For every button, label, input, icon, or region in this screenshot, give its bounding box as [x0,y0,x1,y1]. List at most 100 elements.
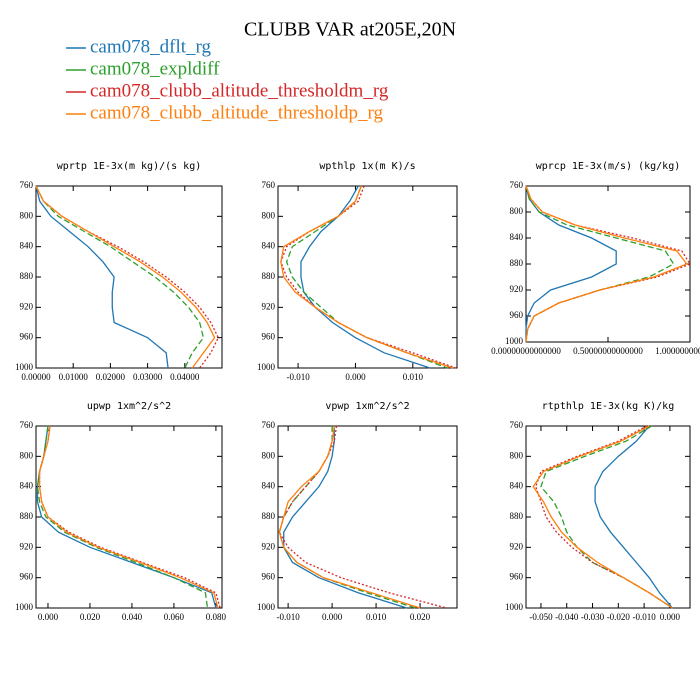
series-line [38,425,221,609]
y-tick-label: 840 [20,481,34,491]
legend-label: cam078_dflt_rg [90,36,212,57]
y-tick-label: 840 [20,241,34,251]
y-tick-label: 920 [510,541,524,551]
y-tick-label: 800 [510,450,524,460]
y-tick-label: 880 [510,511,524,521]
x-tick-label: 0.04000 [170,372,200,382]
series-line [35,185,169,369]
x-tick-label: 0.000 [322,612,343,622]
series-line [35,185,220,369]
y-tick-label: 960 [20,572,34,582]
series-line [278,426,416,609]
y-tick-label: 800 [262,210,276,220]
y-tick-label: 840 [510,481,524,491]
panel-title: wprtp 1E-3x(m kg)/(s kg) [57,161,202,172]
y-tick-label: 880 [510,258,524,268]
series-line [280,185,457,369]
series-line [525,185,688,343]
series-line [525,185,691,343]
y-tick-label: 760 [510,180,524,190]
x-tick-label: 0.000 [345,372,366,382]
y-tick-label: 800 [20,210,34,220]
x-tick-label: 0.02000 [96,372,126,382]
y-tick-label: 960 [262,332,276,342]
y-tick-label: 800 [262,450,276,460]
y-tick-label: 880 [20,271,34,281]
y-tick-label: 920 [20,541,34,551]
plot-frame [35,185,223,369]
x-tick-label: 0.03000 [133,372,163,382]
panel-title: wpthlp 1x(m K)/s [319,161,415,172]
series-line [535,425,673,609]
y-tick-label: 1000 [15,602,34,612]
x-tick-label: -0.030 [581,612,605,622]
x-tick-label: 0.01000 [59,372,89,382]
y-tick-label: 920 [262,301,276,311]
x-tick-label: 0.040 [122,612,143,622]
x-tick-label: 0.00000000000000 [491,346,561,356]
y-tick-label: 760 [262,180,276,190]
x-tick-label: 0.000 [660,612,681,622]
y-tick-label: 840 [262,241,276,251]
series-line [300,185,431,369]
y-tick-label: 920 [20,301,34,311]
y-tick-label: 760 [20,420,34,430]
x-tick-label: 0.010 [366,612,387,622]
x-tick-label: 0.000 [38,612,59,622]
y-tick-label: 920 [262,541,276,551]
y-tick-label: 800 [20,450,34,460]
x-tick-label: -0.010 [632,612,656,622]
y-tick-label: 880 [262,271,276,281]
y-tick-label: 920 [510,284,524,294]
series-line [35,185,205,369]
y-tick-label: 800 [510,206,524,216]
x-tick-label: 0.50000000000000 [573,346,643,356]
y-tick-label: 760 [510,420,524,430]
series-line [532,425,673,609]
y-tick-label: 840 [262,481,276,491]
chart-title: CLUBB VAR at205E,20N [244,19,456,41]
x-tick-label: 1.00000000000000 [655,346,700,356]
y-tick-label: 840 [510,232,524,242]
y-tick-label: 1000 [505,602,524,612]
legend-label: cam078_expldiff [90,58,220,79]
y-tick-label: 880 [20,511,34,521]
panel-title: wprcp 1E-3x(m/s) (kg/kg) [536,161,681,172]
series-line [525,185,675,343]
x-tick-label: 0.00000 [21,372,51,382]
series-line [280,185,454,369]
panel-title: rtpthlp 1E-3x(kg K)/kg [542,401,674,412]
x-tick-label: 0.020 [80,612,101,622]
y-tick-label: 1000 [505,336,524,346]
y-tick-label: 760 [20,180,34,190]
x-tick-label: 0.080 [206,612,227,622]
y-tick-label: 960 [510,310,524,320]
y-tick-label: 1000 [257,362,276,372]
y-tick-label: 960 [20,332,34,342]
series-line [283,426,408,609]
series-line [278,425,421,609]
panel-title: upwp 1xm^2/s^2 [87,401,171,412]
series-line [38,425,219,609]
x-tick-label: 0.020 [410,612,431,622]
x-tick-label: -0.010 [286,372,310,382]
y-tick-label: 1000 [15,362,34,372]
series-line [540,425,673,609]
y-tick-label: 1000 [257,602,276,612]
x-tick-label: -0.050 [529,612,553,622]
x-tick-label: 0.060 [164,612,185,622]
series-line [35,185,216,369]
y-tick-label: 880 [262,511,276,521]
series-line [285,185,448,369]
y-tick-label: 960 [510,572,524,582]
plot-frame [277,185,458,369]
plot-frame [277,425,458,609]
x-tick-label: 0.010 [403,372,424,382]
series-line [36,425,217,609]
series-line [594,425,673,609]
series-line [278,425,447,609]
plot-frame [525,185,691,343]
x-tick-label: -0.020 [607,612,631,622]
y-tick-label: 960 [262,572,276,582]
